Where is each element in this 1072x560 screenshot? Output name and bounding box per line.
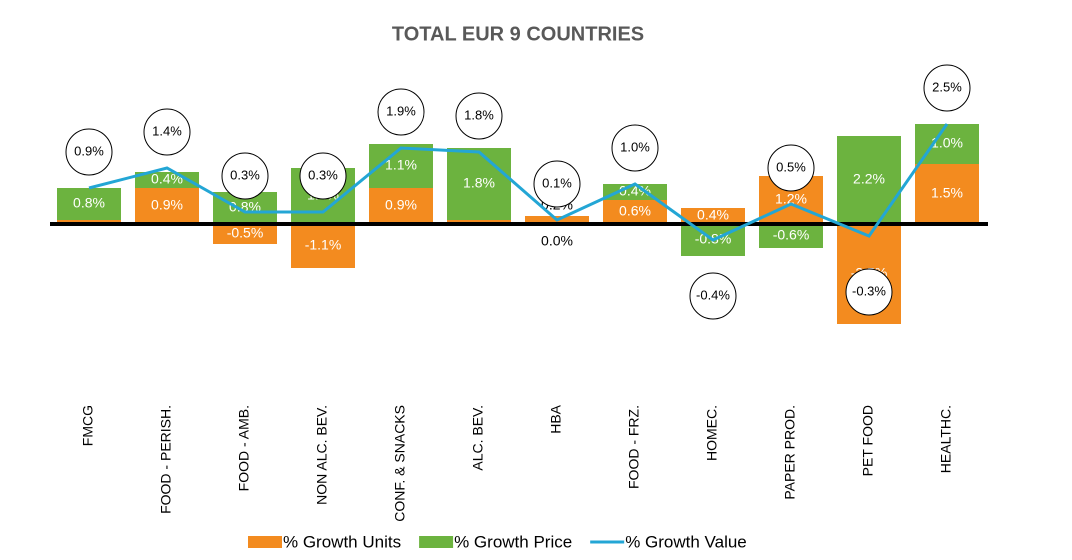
line-value-label: 0.5% <box>776 159 806 174</box>
x-tick-label: FOOD - PERISH. <box>158 405 174 514</box>
bar-value-label: 2.2% <box>853 171 885 187</box>
value-line <box>88 123 949 242</box>
x-tick-label: PAPER PROD. <box>782 405 798 500</box>
line-value-label: 0.3% <box>308 167 338 182</box>
x-tick-label: HOMEC. <box>704 405 720 461</box>
value-bubble <box>767 144 815 192</box>
bar-value-label: -1.1% <box>305 237 342 253</box>
x-tick-label: ALC. BEV. <box>470 405 486 471</box>
value-bubble <box>689 272 737 320</box>
x-tick-label: HEALTHC. <box>938 405 954 473</box>
bar-value-label: 0.4% <box>697 207 729 223</box>
bar-segment <box>57 188 121 220</box>
value-bubble <box>533 160 581 208</box>
value-bubble <box>923 64 971 112</box>
bar-value-label: 1.5% <box>931 185 963 201</box>
x-tick-label: FMCG <box>80 405 96 446</box>
value-bubble <box>221 152 269 200</box>
legend-swatch <box>419 536 454 548</box>
line-value-label: -0.4% <box>696 287 730 302</box>
line-value-label: 1.9% <box>386 103 416 118</box>
line-value-label: 1.8% <box>464 107 494 122</box>
bar-segment <box>447 148 511 220</box>
value-bubble <box>455 92 503 140</box>
bar-value-label: 1.1% <box>385 157 417 173</box>
legend-swatch <box>248 536 282 548</box>
bar-segment <box>603 200 667 224</box>
line-value-label: 0.3% <box>230 167 260 182</box>
legend-label: % Growth Price <box>454 532 572 551</box>
line-value-label: -0.3% <box>852 283 886 298</box>
value-bubble <box>299 152 347 200</box>
bar-segment <box>369 188 433 224</box>
bar-value-label: 0.6% <box>619 203 651 219</box>
bar-value-label: 1.0% <box>931 135 963 151</box>
x-tick-label: FOOD - FRZ. <box>626 405 642 489</box>
line-value-label: 1.4% <box>152 123 182 138</box>
bar-segment <box>915 124 979 164</box>
bar-value-label: 0.9% <box>151 197 183 213</box>
x-tick-label: CONF. & SNACKS <box>392 405 408 522</box>
value-bubble <box>143 108 191 156</box>
legend-label: % Growth Value <box>625 532 747 551</box>
bar-value-label: 0.0% <box>541 233 573 249</box>
bar-value-label: -0.5% <box>227 225 264 241</box>
bar-value-label: 0.9% <box>385 197 417 213</box>
x-tick-label: PET FOOD <box>860 405 876 476</box>
line-value-label: 2.5% <box>932 79 962 94</box>
line-value-label: 0.1% <box>542 175 572 190</box>
line-value-label: 0.9% <box>74 143 104 158</box>
bar-value-label: 0.8% <box>73 195 105 211</box>
line-value-label: 1.0% <box>620 139 650 154</box>
legend-label: % Growth Units <box>283 532 401 551</box>
bar-segment <box>759 224 823 248</box>
value-bubble <box>611 124 659 172</box>
bar-value-label: 0.4% <box>151 171 183 187</box>
bar-segment <box>681 208 745 224</box>
value-bubble <box>377 88 425 136</box>
chart-title: TOTAL EUR 9 COUNTRIES <box>392 23 644 45</box>
value-bubble <box>845 268 893 316</box>
bar-segment <box>915 164 979 224</box>
bar-value-label: 1.8% <box>463 175 495 191</box>
bar-value-label: -0.6% <box>773 227 810 243</box>
bar-segment <box>291 224 355 268</box>
x-tick-label: NON ALC. BEV. <box>314 405 330 505</box>
x-tick-label: FOOD - AMB. <box>236 405 252 491</box>
bar-segment <box>213 224 277 244</box>
bar-segment <box>135 188 199 224</box>
bar-segment <box>837 136 901 224</box>
x-tick-label: HBA <box>548 404 564 433</box>
value-bubble <box>65 128 113 176</box>
bar-value-label: 1.2% <box>775 191 807 207</box>
